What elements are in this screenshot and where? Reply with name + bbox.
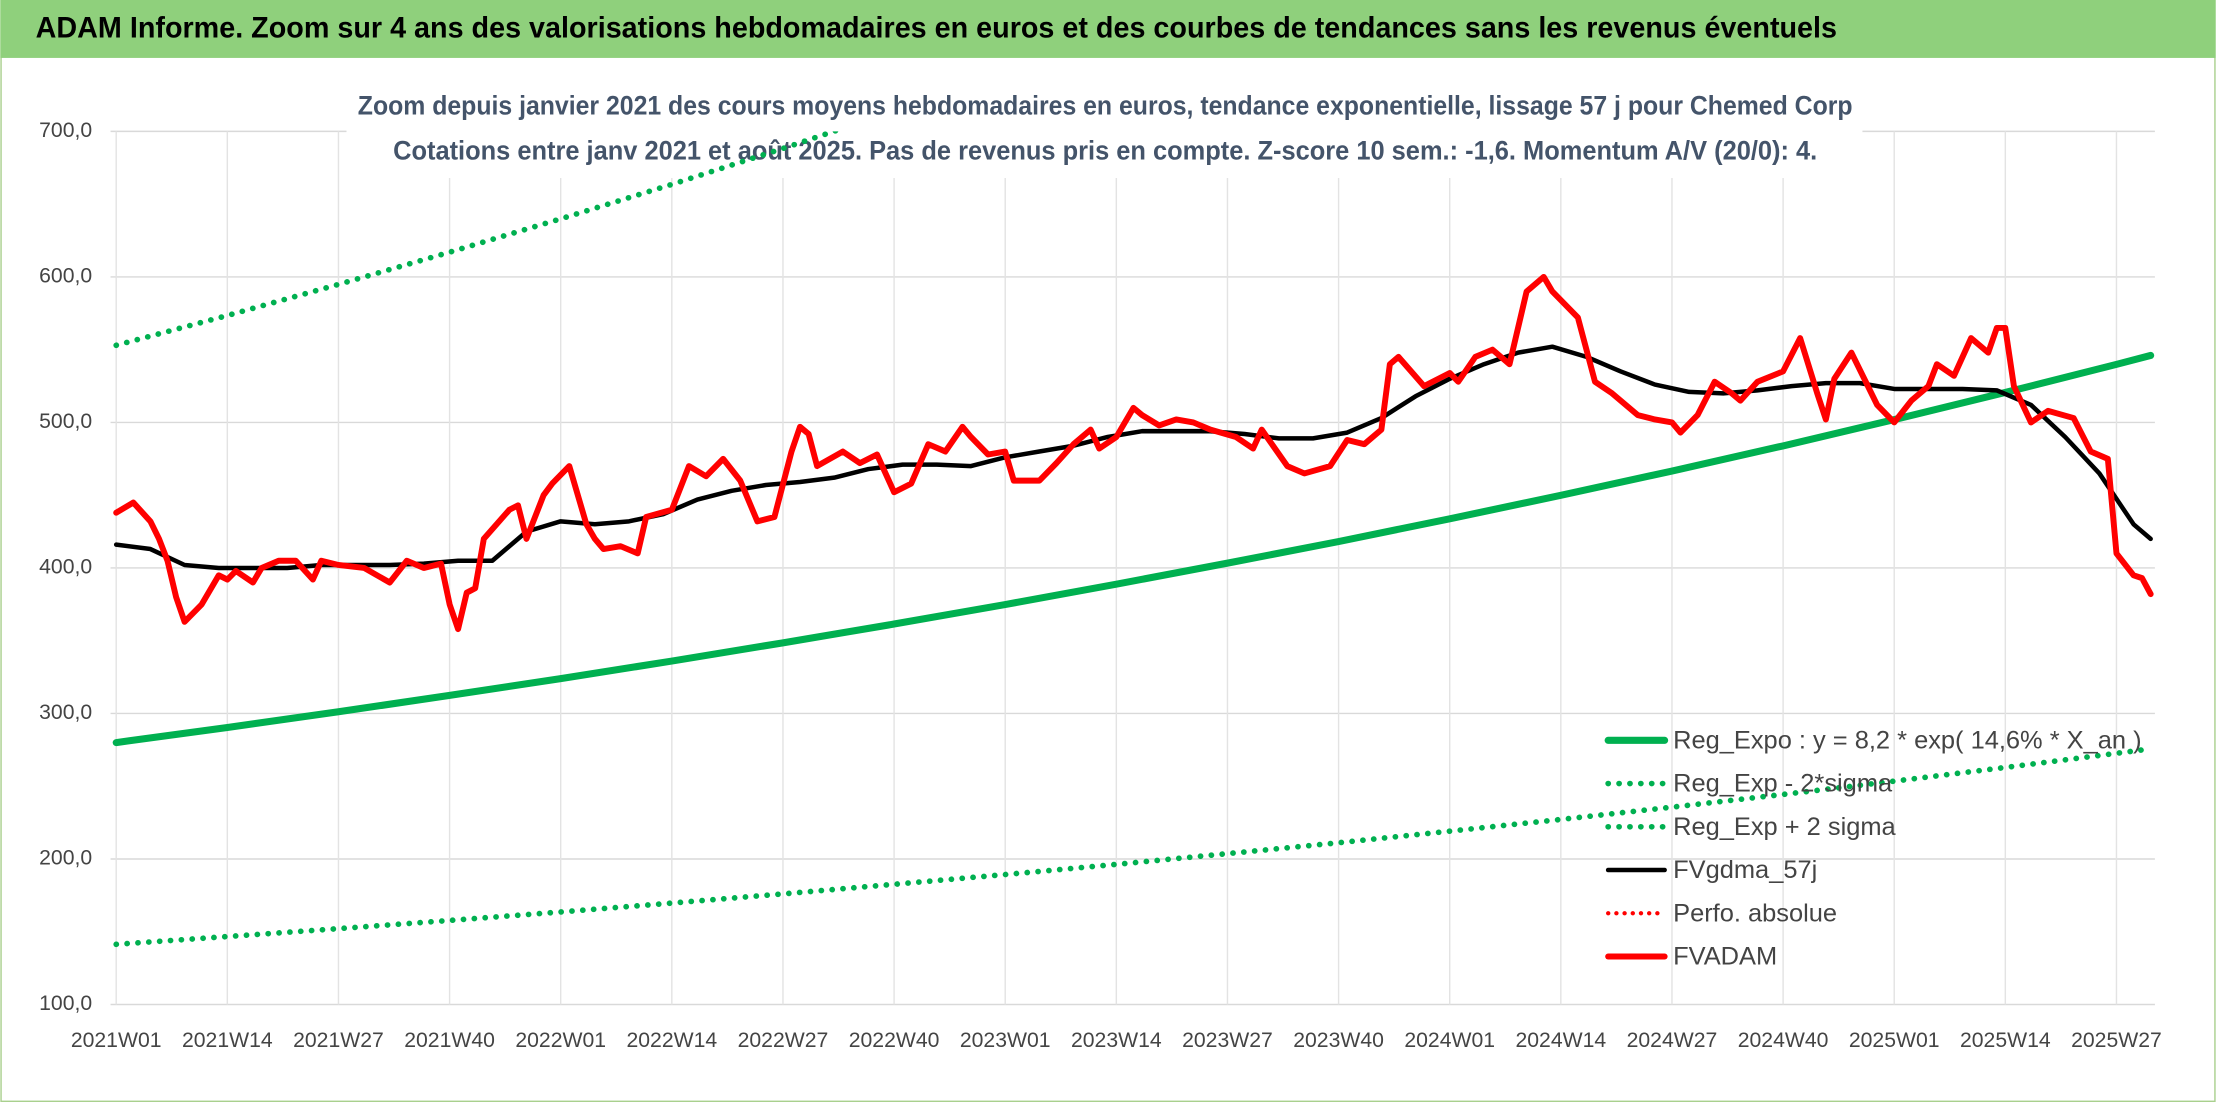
series-line bbox=[113, 273, 2154, 633]
x-tick-label: 2025W27 bbox=[2071, 1029, 2162, 1052]
legend-label: Reg_Expo : y = 8,2 * exp( 14,6% * X_an ) bbox=[1673, 726, 2141, 754]
legend-label: FVgdma_57j bbox=[1673, 856, 1817, 884]
x-tick-label: 2021W14 bbox=[182, 1029, 273, 1052]
x-tick-label: 2025W14 bbox=[1960, 1029, 2051, 1052]
x-tick-label: 2022W14 bbox=[626, 1029, 717, 1052]
chart-subtitle: Zoom depuis janvier 2021 des cours moyen… bbox=[358, 90, 1853, 120]
x-tick-label: 2024W40 bbox=[1738, 1029, 1829, 1052]
x-tick-label: 2023W40 bbox=[1293, 1029, 1384, 1052]
legend-label: Reg_Exp - 2*sigma bbox=[1673, 770, 1893, 798]
y-tick-label: 100,0 bbox=[39, 992, 92, 1015]
subtitle-box bbox=[346, 81, 1863, 179]
x-tick-label: 2023W27 bbox=[1182, 1029, 1273, 1052]
y-tick-label: 700,0 bbox=[39, 119, 92, 142]
x-tick-label: 2024W27 bbox=[1627, 1029, 1718, 1052]
header-bar bbox=[0, 0, 2216, 58]
legend-label: Perfo. absolue bbox=[1673, 899, 1837, 927]
legend-label: Reg_Exp + 2 sigma bbox=[1673, 813, 1896, 841]
x-tick-label: 2023W01 bbox=[960, 1029, 1051, 1052]
y-tick-label: 400,0 bbox=[39, 556, 92, 579]
x-tick-label: 2023W14 bbox=[1071, 1029, 1162, 1052]
x-tick-label: 2021W27 bbox=[293, 1029, 384, 1052]
x-tick-label: 2024W01 bbox=[1404, 1029, 1495, 1052]
chart-subtitle: Cotations entre janv 2021 et août 2025. … bbox=[393, 136, 1817, 166]
x-tick-label: 2024W14 bbox=[1515, 1029, 1606, 1052]
series-line bbox=[112, 351, 2155, 747]
y-tick-label: 200,0 bbox=[39, 847, 92, 870]
x-tick-label: 2022W01 bbox=[515, 1029, 606, 1052]
x-tick-label: 2025W01 bbox=[1849, 1029, 1940, 1052]
x-tick-label: 2022W27 bbox=[738, 1029, 829, 1052]
chart-title: ADAM Informe. Zoom sur 4 ans des valoris… bbox=[36, 11, 1837, 44]
plot-area bbox=[112, 131, 2155, 948]
y-tick-label: 600,0 bbox=[39, 265, 92, 288]
x-tick-label: 2021W40 bbox=[404, 1029, 495, 1052]
y-tick-label: 300,0 bbox=[39, 701, 92, 724]
x-tick-label: 2022W40 bbox=[849, 1029, 940, 1052]
series-line bbox=[113, 344, 2153, 571]
y-tick-label: 500,0 bbox=[39, 410, 92, 433]
x-tick-label: 2021W01 bbox=[71, 1029, 162, 1052]
legend-label: FVADAM bbox=[1673, 943, 1777, 971]
